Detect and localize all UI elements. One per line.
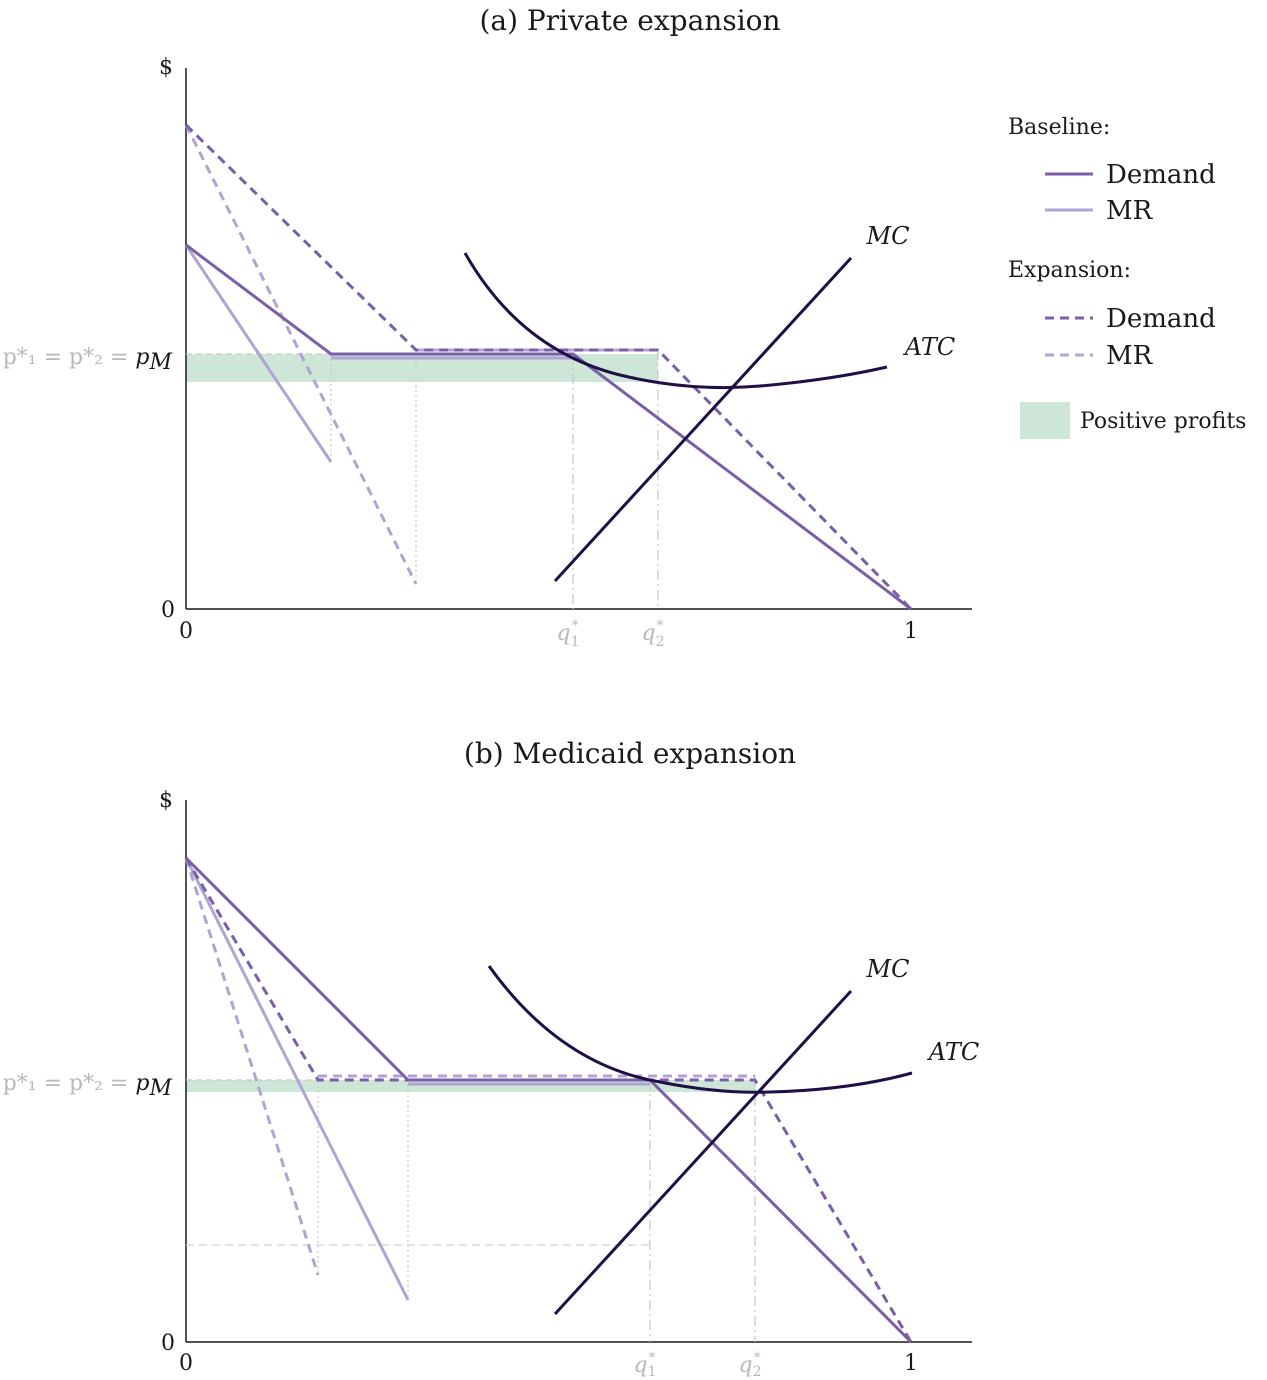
panel-b-x-end: 1 [904,1351,918,1376]
panel-a-demand-baseline [185,243,912,611]
panel-a-origin-y: 0 [161,598,175,623]
legend-expansion-header: Expansion: [1008,258,1131,283]
panel-b-profit-area [186,1080,756,1092]
panel-a-mr-expansion [184,124,418,585]
legend-expansion-demand-label: Demand [1106,304,1216,334]
panel-b-origin-y: 0 [161,1331,175,1356]
panel-a-mc-label: MC [866,222,910,250]
panel-b-atc-curve [487,965,913,1094]
panel-a-mc-curve [553,256,853,583]
panel-a-origin-x: 0 [179,619,193,644]
panel-b-q2-label: q* 2 [738,1350,761,1380]
panel-b: (b) Medicaid expansion $ 0 0 1 MC ATC p*… [3,737,979,1380]
panel-a-x-end: 1 [904,619,918,644]
panel-a-title: (a) Private expansion [479,4,780,37]
legend: Baseline: Demand MR Expansion: Demand MR… [1008,115,1246,439]
panel-b-origin-x: 0 [179,1351,193,1376]
panel-b-title: (b) Medicaid expansion [464,737,796,770]
panel-a-mr-baseline [184,244,333,463]
panel-a-y-symbol: $ [159,55,173,80]
panel-b-demand-expansion [184,857,913,1343]
legend-profits-label: Positive profits [1080,409,1246,434]
legend-baseline-demand-label: Demand [1106,160,1216,190]
panel-a-atc-curve [463,252,888,390]
panel-a-q1-label: q* 1 [556,618,579,650]
panel-b-demand-baseline [184,856,913,1344]
legend-baseline-mr-label: MR [1106,196,1154,226]
legend-profits-swatch [1020,402,1070,439]
legend-baseline-header: Baseline: [1008,115,1110,140]
panel-b-mc-label: MC [866,955,910,983]
panel-b-atc-label: ATC [927,1038,979,1066]
legend-expansion-mr-label: MR [1106,341,1154,371]
panel-b-q1-label: q* 1 [633,1350,656,1380]
panel-a-q2-label: q* 2 [641,618,664,650]
panel-b-mr-baseline [184,857,410,1301]
panel-a-atc-label: ATC [903,333,955,361]
panel-a: (a) Private expansion $ 0 0 1 MC ATC p*₁… [3,4,972,650]
panel-a-demand-expansion [184,123,913,611]
panel-b-price-label: p*₁ = p*₂ = pM [3,1071,173,1101]
panel-a-price-label: p*₁ = p*₂ = pM [3,345,173,375]
panel-b-y-symbol: $ [159,788,173,813]
panel-b-mc-curve [553,989,853,1316]
panel-b-mr-expansion [184,857,320,1276]
